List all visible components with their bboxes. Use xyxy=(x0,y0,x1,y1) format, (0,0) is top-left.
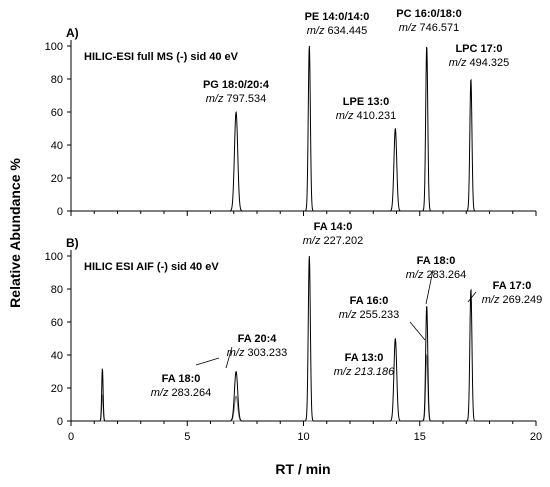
peak-label-mz: m/z 303.233 xyxy=(227,347,288,359)
peak-label-name: FA 18:0 xyxy=(162,373,201,385)
y-tick-label: 20 xyxy=(51,173,63,185)
y-tick-label: 80 xyxy=(51,74,63,86)
y-tick-label: 60 xyxy=(51,317,63,329)
y-tick-label: 60 xyxy=(51,107,63,119)
peak-label-name: FA 20:4 xyxy=(238,333,278,345)
annotation-leader-line xyxy=(225,346,233,369)
mz-prefix: m/z xyxy=(151,387,169,399)
annotation-leader-line xyxy=(425,269,434,305)
chromatogram-trace-a xyxy=(89,46,513,212)
x-tick-label: 0 xyxy=(68,431,74,443)
mz-value: 227.202 xyxy=(320,235,363,247)
peak-label-name: LPE 13:0 xyxy=(343,96,389,108)
peak-label-name: PG 18:0/20:4 xyxy=(203,79,270,91)
mz-value: 269.249 xyxy=(499,294,542,306)
mz-prefix: m/z xyxy=(334,366,352,378)
peak-label-mz: m/z 227.202 xyxy=(303,235,364,247)
mz-value: 213.186 xyxy=(351,366,395,378)
chromatogram-trace-b xyxy=(89,256,513,422)
peak-label-name: LPC 17:0 xyxy=(455,43,502,55)
peak-label-mz: m/z 494.325 xyxy=(449,57,510,69)
mz-prefix: m/z xyxy=(406,269,424,281)
mz-value: 303.233 xyxy=(244,347,287,359)
peak-label-mz: m/z 797.534 xyxy=(206,93,267,105)
y-tick-label: 40 xyxy=(51,140,63,152)
mz-value: 494.325 xyxy=(466,57,509,69)
annotation-leader-line xyxy=(467,291,477,303)
mz-value: 255.233 xyxy=(356,309,399,321)
y-axis-title: Relative Abundance % xyxy=(7,158,23,308)
y-tick-label: 0 xyxy=(57,206,63,218)
x-axis-title: RT / min xyxy=(275,461,330,477)
mz-prefix: m/z xyxy=(307,25,325,37)
mz-prefix: m/z xyxy=(399,22,417,34)
panel-letter: A) xyxy=(66,26,79,40)
peak-label-mz: m/z 410.231 xyxy=(336,110,397,122)
peak-label-name: FA 13:0 xyxy=(345,352,384,364)
y-tick-label: 0 xyxy=(57,416,63,428)
peak-label-mz: m/z 283.264 xyxy=(406,269,467,281)
mz-prefix: m/z xyxy=(206,93,224,105)
y-tick-label: 100 xyxy=(45,41,63,53)
mz-prefix: m/z xyxy=(339,309,357,321)
peak-label-mz: m/z 269.249 xyxy=(482,294,543,306)
peak-label-name: FA 14:0 xyxy=(314,221,353,233)
peak-label-name: FA 16:0 xyxy=(350,295,389,307)
annotation-leader-line xyxy=(409,321,426,341)
y-tick-label: 40 xyxy=(51,350,63,362)
panel-letter: B) xyxy=(66,236,79,250)
peak-label-name: PE 14:0/14:0 xyxy=(305,11,370,23)
peak-label-name: FA 18:0 xyxy=(417,255,456,267)
peak-label-mz: m/z 283.264 xyxy=(151,387,212,399)
mz-prefix: m/z xyxy=(336,110,354,122)
mz-prefix: m/z xyxy=(449,57,467,69)
x-tick-label: 15 xyxy=(414,431,426,443)
x-tick-label: 20 xyxy=(530,431,542,443)
x-tick-label: 5 xyxy=(184,431,190,443)
peak-label-name: PC 16:0/18:0 xyxy=(396,8,461,20)
peak-label-name: FA 17:0 xyxy=(493,280,532,292)
peak-label-mz: m/z 634.445 xyxy=(307,25,368,37)
peak-label-mz: m/z 255.233 xyxy=(339,309,400,321)
mz-value: 634.445 xyxy=(324,25,367,37)
y-tick-label: 20 xyxy=(51,383,63,395)
mz-value: 283.264 xyxy=(423,269,466,281)
y-tick-label: 80 xyxy=(51,284,63,296)
mz-value: 283.264 xyxy=(168,387,211,399)
peak-label-mz: m/z 746.571 xyxy=(399,22,460,34)
panel-title: HILIC ESI AIF (-) sid 40 eV xyxy=(84,261,219,273)
peak-label-mz: m/z 213.186 xyxy=(334,366,395,378)
x-tick-label: 10 xyxy=(297,431,309,443)
mz-value: 797.534 xyxy=(223,93,266,105)
mz-prefix: m/z xyxy=(482,294,500,306)
mz-value: 746.571 xyxy=(416,22,459,34)
mz-prefix: m/z xyxy=(303,235,321,247)
annotation-leader-line xyxy=(195,357,220,366)
mz-value: 410.231 xyxy=(353,110,396,122)
y-tick-label: 100 xyxy=(45,251,63,263)
panel-title: HILIC-ESI full MS (-) sid 40 eV xyxy=(84,51,239,63)
